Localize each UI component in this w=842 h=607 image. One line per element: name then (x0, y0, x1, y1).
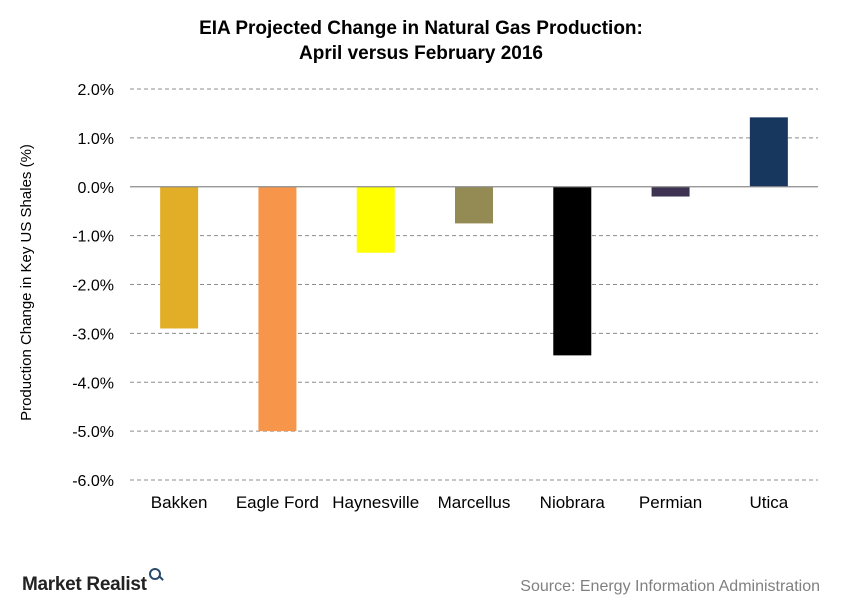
y-axis-label: Production Change in Key US Shales (%) (18, 144, 35, 421)
source-note: Source: Energy Information Administratio… (520, 578, 820, 595)
bar-bakken (160, 186, 199, 329)
bar-chart: -6.0% -5.0% -4.0% -3.0% -2.0% -1.0% 0.0% 1.0% 2.… (18, 82, 818, 512)
brand-logo: Market Realist (22, 568, 164, 596)
x-tick-label: Marcellus (438, 493, 511, 512)
x-tick-label: Utica (749, 493, 788, 512)
bar-utica (749, 117, 788, 187)
chart-title-line-2: April versus February 2016 (299, 43, 543, 64)
magnifier-icon (148, 568, 164, 582)
x-tick-label: Haynesville (332, 493, 419, 512)
bar-marcellus (455, 186, 493, 224)
bar-haynesville (356, 186, 395, 253)
y-tick-label: -6.0% (72, 473, 114, 490)
y-tick-label: -2.0% (72, 278, 114, 295)
bar-eagle-ford (258, 186, 297, 432)
y-tick-label: -1.0% (72, 229, 114, 246)
bar-niobrara (553, 186, 592, 356)
brand-name: Market Realist (22, 574, 147, 595)
x-tick-label: Niobrara (540, 493, 606, 512)
chart-title: EIA Projected Change in Natural Gas Prod… (0, 16, 842, 66)
y-tick-label: -5.0% (72, 424, 114, 441)
chart-title-line-1: EIA Projected Change in Natural Gas Prod… (199, 18, 643, 39)
y-tick-label: 0.0% (78, 180, 114, 197)
y-tick-label: 2.0% (78, 82, 114, 99)
x-tick-label: Eagle Ford (236, 493, 319, 512)
y-tick-label: -3.0% (72, 326, 114, 343)
y-tick-label: -4.0% (72, 375, 114, 392)
y-tick-label: 1.0% (78, 131, 114, 148)
bar-permian (651, 186, 690, 197)
x-tick-label: Permian (639, 493, 702, 512)
x-tick-label: Bakken (151, 493, 208, 512)
